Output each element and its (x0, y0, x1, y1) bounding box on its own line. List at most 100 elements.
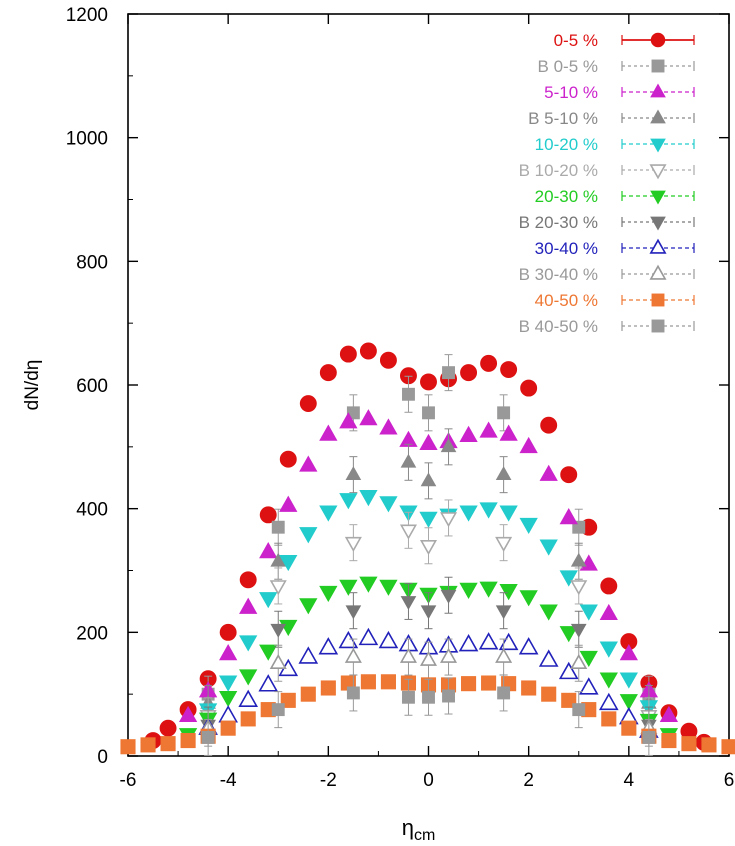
data-point (539, 464, 558, 481)
data-point (271, 520, 285, 534)
data-point (681, 736, 697, 752)
legend-marker (650, 32, 666, 48)
data-point (598, 692, 619, 711)
y-axis-label: dN/dη (22, 360, 43, 411)
y-tick-label: 1000 (66, 129, 108, 150)
data-point (379, 418, 398, 435)
data-point (259, 542, 278, 559)
data-point (495, 605, 512, 620)
x-tick-label: -4 (220, 770, 237, 791)
data-point (440, 512, 458, 528)
data-point (399, 524, 417, 540)
data-point (299, 598, 318, 615)
data-point (440, 647, 458, 663)
data-point (344, 536, 362, 553)
x-tick-label: -2 (320, 770, 337, 791)
data-point (344, 647, 362, 663)
data-point (358, 627, 379, 646)
data-point (440, 589, 457, 604)
data-point (318, 637, 339, 655)
data-point (559, 508, 578, 525)
data-point (270, 623, 287, 638)
data-point (479, 581, 498, 598)
legend-label: B 20-30 % (519, 213, 598, 232)
legend-label: B 30-40 % (519, 265, 598, 284)
data-point (442, 366, 455, 380)
data-point (160, 736, 176, 752)
data-point (540, 416, 558, 434)
data-point (339, 493, 358, 510)
legend-label: B 10-20 % (519, 161, 598, 180)
data-point (560, 466, 578, 484)
legend-marker (651, 293, 665, 307)
data-point (319, 505, 338, 522)
data-point (360, 674, 376, 690)
data-point (422, 690, 435, 704)
data-point (379, 579, 398, 596)
data-point (519, 517, 538, 535)
data-point (659, 705, 679, 723)
data-point (300, 686, 316, 702)
data-point (498, 632, 519, 651)
data-point (519, 590, 538, 607)
data-point (419, 511, 438, 528)
data-point (379, 351, 397, 369)
legend-marker (649, 238, 667, 254)
data-point (420, 605, 437, 620)
data-point (558, 661, 579, 680)
data-point (258, 674, 279, 692)
legend-marker (650, 190, 666, 205)
data-point (220, 720, 236, 736)
legend-marker (651, 319, 665, 333)
data-point (219, 691, 238, 708)
data-point (422, 406, 435, 420)
data-point (279, 495, 298, 512)
data-point (570, 623, 587, 638)
data-point (497, 406, 511, 420)
data-point (400, 453, 417, 468)
data-point (420, 472, 437, 487)
y-tick-label: 200 (76, 623, 108, 644)
data-point (271, 703, 285, 717)
data-point (402, 690, 415, 704)
data-point (461, 676, 477, 692)
y-tick-label: 0 (97, 747, 108, 768)
data-point (500, 361, 518, 379)
data-point (495, 466, 512, 481)
legend-marker (649, 164, 667, 180)
series-4 (198, 490, 659, 720)
data-point (240, 711, 256, 727)
data-point (495, 647, 513, 663)
data-point (621, 720, 637, 736)
data-point (320, 680, 336, 696)
data-point (419, 433, 438, 450)
data-point (459, 505, 478, 522)
data-point (159, 719, 177, 737)
data-point (478, 632, 499, 650)
legend-marker (651, 59, 665, 73)
data-point (239, 597, 258, 614)
data-point (359, 342, 377, 360)
data-point (419, 540, 438, 556)
series-11 (201, 674, 656, 756)
data-point (359, 576, 378, 593)
data-point (518, 637, 539, 655)
data-point (619, 694, 638, 711)
data-point (259, 644, 278, 661)
data-point (420, 373, 437, 391)
x-tick-label: -6 (120, 770, 137, 791)
data-point (599, 603, 618, 621)
legend-label: 20-30 % (535, 187, 598, 206)
legend-label: B 40-50 % (519, 317, 598, 336)
data-point (440, 438, 457, 453)
data-point (218, 705, 238, 723)
data-point (458, 633, 479, 652)
data-point (661, 732, 677, 749)
x-axis-label: ηcm (402, 815, 436, 841)
data-point (298, 646, 319, 664)
data-point (559, 626, 578, 643)
data-point (539, 539, 558, 556)
data-point (219, 675, 238, 692)
